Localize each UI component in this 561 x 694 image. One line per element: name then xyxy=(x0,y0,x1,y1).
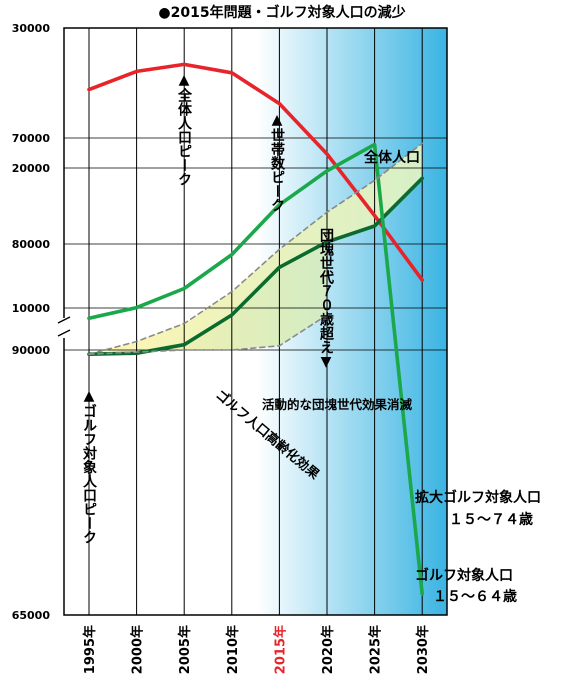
x-tick-label: 2010年 xyxy=(225,625,241,674)
y-tick-label: 70000 xyxy=(12,132,51,145)
dankai-70-annotation: 団塊世代７０歳超え▼ xyxy=(318,228,335,370)
x-tick-label: 2015年 xyxy=(272,625,288,674)
x-tick-label: 1995年 xyxy=(82,625,98,674)
chart-title: ●2015年問題・ゴルフ対象人口の減少 xyxy=(158,4,405,21)
y-tick-label: 10000 xyxy=(12,302,51,315)
expanded-golf-label: 拡大ゴルフ対象人口 xyxy=(415,489,541,506)
series-line xyxy=(87,62,425,282)
x-tick-label: 2020年 xyxy=(320,625,336,674)
y-tick-label: 30000 xyxy=(12,22,51,35)
y-tick-label: 90000 xyxy=(12,344,51,357)
active-effect-area xyxy=(89,241,327,355)
x-ticks: 1995年 2000年 2005年 2010年 2015年 2020年 2025年 2030年 xyxy=(82,625,431,674)
golf-label: ゴルフ対象人口 xyxy=(415,567,513,584)
x-tick-label: 2025年 xyxy=(368,625,384,674)
y-tick-label: 80000 xyxy=(12,238,51,251)
series-lines xyxy=(87,62,425,596)
x-tick-label: 2005年 xyxy=(177,625,193,674)
golf-peak-annotation: ▲ゴルフ対象人口ピーク xyxy=(81,388,98,544)
axis-break xyxy=(57,316,71,338)
y-ticks: 10000 20000 30000 65000 70000 80000 90000 xyxy=(12,22,51,622)
y-tick-label: 65000 xyxy=(12,609,51,622)
grid xyxy=(64,28,447,615)
active-effect-label: 活動的な団塊世代効果消滅 xyxy=(262,397,413,412)
x-tick-label: 2030年 xyxy=(415,625,431,674)
golf-range: １５～６４歳 xyxy=(433,588,517,605)
x-tick-label: 2000年 xyxy=(130,625,146,674)
y-tick-label: 20000 xyxy=(12,162,51,175)
expanded-golf-range: １５～７４歳 xyxy=(449,511,533,528)
total-population-label: 全体人口 xyxy=(363,149,420,166)
household-peak-annotation: ▲世帯数ピーク xyxy=(269,112,285,212)
dashed-boundary-line xyxy=(88,142,424,356)
dashed-boundary-line xyxy=(88,314,328,356)
total-peak-annotation: ▲全体人口ピーク xyxy=(176,72,193,186)
series-line xyxy=(87,142,425,596)
